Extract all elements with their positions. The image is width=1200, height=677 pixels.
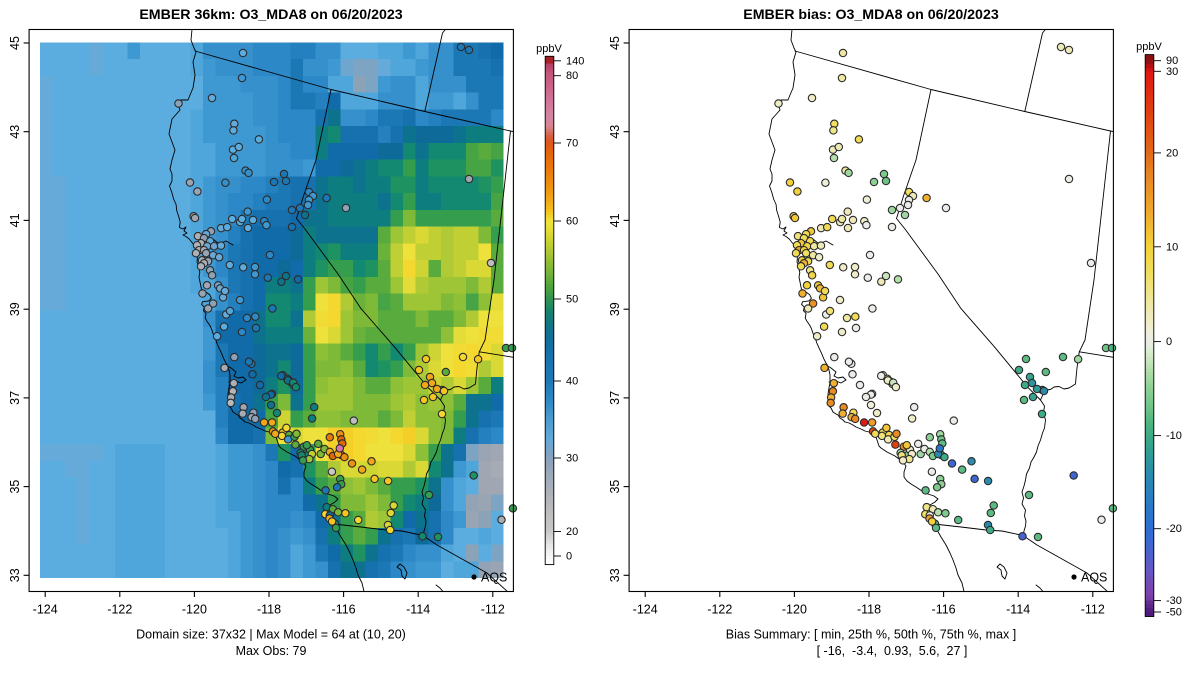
svg-text:0: 0 xyxy=(1166,336,1172,348)
svg-text:-114: -114 xyxy=(1006,603,1030,617)
svg-text:-122: -122 xyxy=(707,603,732,617)
svg-text:60: 60 xyxy=(566,216,578,228)
svg-text:33: 33 xyxy=(8,568,22,582)
svg-text:EMBER bias: O3_MDA8 on 06/20/2: EMBER bias: O3_MDA8 on 06/20/2023 xyxy=(743,7,999,23)
svg-text:140: 140 xyxy=(566,55,584,67)
svg-text:-112: -112 xyxy=(481,603,505,617)
svg-text:43: 43 xyxy=(608,125,622,139)
svg-text:0: 0 xyxy=(566,551,572,563)
svg-text:35: 35 xyxy=(8,480,22,494)
svg-text:EMBER 36km: O3_MDA8 on 06/20/2: EMBER 36km: O3_MDA8 on 06/20/2023 xyxy=(139,7,402,23)
svg-text:33: 33 xyxy=(608,568,622,582)
svg-text:Bias Summary: [ min, 25th %, 5: Bias Summary: [ min, 25th %, 50th %, 75t… xyxy=(726,628,1016,642)
svg-text:ppbV: ppbV xyxy=(536,43,562,55)
svg-text:45: 45 xyxy=(608,36,622,50)
svg-text:50: 50 xyxy=(566,294,578,306)
svg-text:45: 45 xyxy=(8,36,22,50)
svg-text:-10: -10 xyxy=(1166,430,1182,442)
svg-text:-114: -114 xyxy=(406,603,430,617)
svg-text:90: 90 xyxy=(1166,55,1178,67)
svg-text:-20: -20 xyxy=(1166,523,1182,535)
svg-text:[ -16, -3.4, 0.93, 5.6, 27: [ -16, -3.4, 0.93, 5.6, 27 ] xyxy=(817,644,968,658)
svg-text:37: 37 xyxy=(608,391,622,405)
svg-text:-120: -120 xyxy=(782,603,807,617)
svg-text:-120: -120 xyxy=(182,603,207,617)
svg-text:-118: -118 xyxy=(257,603,281,617)
svg-text:-124: -124 xyxy=(633,603,658,617)
svg-text:Max Obs: 79: Max Obs: 79 xyxy=(236,644,307,658)
svg-text:-116: -116 xyxy=(932,603,956,617)
svg-text:ppbV: ppbV xyxy=(1136,41,1162,53)
svg-text:43: 43 xyxy=(8,125,22,139)
svg-text:AQS: AQS xyxy=(1081,571,1107,585)
svg-text:70: 70 xyxy=(566,138,578,150)
svg-text:20: 20 xyxy=(1166,147,1178,159)
svg-text:30: 30 xyxy=(566,453,578,465)
svg-text:-30: -30 xyxy=(1166,595,1182,607)
svg-text:80: 80 xyxy=(566,70,578,82)
svg-text:39: 39 xyxy=(608,302,622,316)
svg-text:10: 10 xyxy=(1166,241,1178,253)
svg-text:-118: -118 xyxy=(857,603,881,617)
svg-text:39: 39 xyxy=(8,302,22,316)
svg-text:30: 30 xyxy=(1166,66,1178,78)
svg-text:Domain size: 37x32 | Max Model: Domain size: 37x32 | Max Model = 64 at (… xyxy=(136,628,406,642)
svg-text:-50: -50 xyxy=(1166,607,1182,619)
svg-text:AQS: AQS xyxy=(481,571,507,585)
svg-text:20: 20 xyxy=(566,526,578,538)
svg-text:35: 35 xyxy=(608,480,622,494)
svg-text:37: 37 xyxy=(8,391,22,405)
svg-text:40: 40 xyxy=(566,376,578,388)
svg-text:-112: -112 xyxy=(1081,603,1105,617)
svg-text:-124: -124 xyxy=(33,603,58,617)
svg-text:-116: -116 xyxy=(332,603,356,617)
svg-text:-122: -122 xyxy=(107,603,132,617)
svg-text:41: 41 xyxy=(8,213,22,227)
svg-text:41: 41 xyxy=(608,213,622,227)
